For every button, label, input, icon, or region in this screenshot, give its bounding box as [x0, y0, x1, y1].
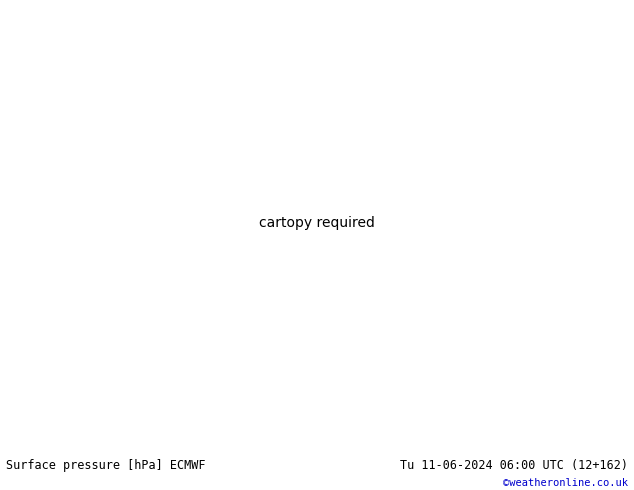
Text: cartopy required: cartopy required [259, 216, 375, 230]
Text: Surface pressure [hPa] ECMWF: Surface pressure [hPa] ECMWF [6, 459, 206, 472]
Text: Tu 11-06-2024 06:00 UTC (12+162): Tu 11-06-2024 06:00 UTC (12+162) [399, 459, 628, 472]
Text: ©weatheronline.co.uk: ©weatheronline.co.uk [503, 478, 628, 488]
